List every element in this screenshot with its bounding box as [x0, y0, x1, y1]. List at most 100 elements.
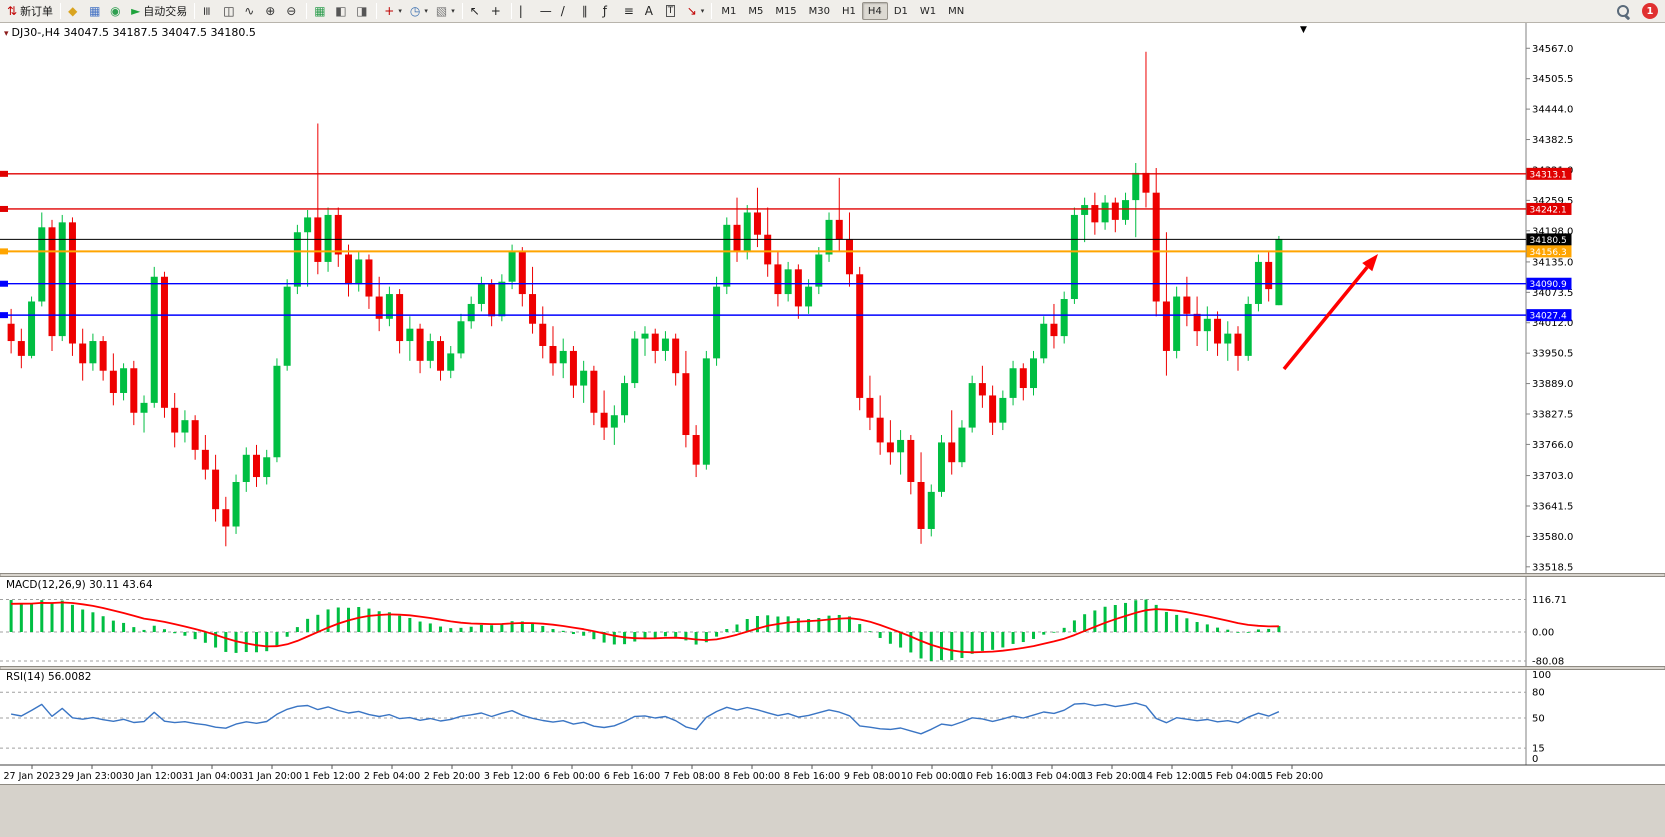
macd-histogram-bar — [1001, 632, 1005, 648]
vertical-line-button[interactable]: | — [515, 1, 536, 21]
chart-menu-icon[interactable]: ▼ — [1300, 25, 1307, 35]
macd-histogram-bar — [1216, 627, 1220, 632]
fibo-icon: ƒ — [602, 4, 607, 18]
candle-body — [1142, 172, 1150, 193]
crosshair-button[interactable]: + — [487, 1, 508, 21]
arrows-button[interactable]: ↘ ▾ — [683, 1, 709, 21]
new-chart-button[interactable]: + ▾ — [380, 1, 406, 21]
price-tag — [1526, 233, 1572, 246]
chevron-down-icon: ▾ — [451, 7, 455, 15]
toolbar-separator — [60, 3, 62, 19]
candle-body — [120, 368, 128, 393]
period-menu-button[interactable]: ◷ ▾ — [406, 1, 432, 21]
candle-body — [580, 370, 588, 386]
macd-histogram-bar — [111, 620, 115, 632]
vline-icon: | — [518, 4, 523, 18]
macd-histogram-bar — [428, 623, 432, 632]
candle-body — [651, 333, 659, 351]
metaeditor-button[interactable]: ◆ — [64, 1, 85, 21]
macd-histogram-bar — [1267, 628, 1271, 632]
arrange-vertical-button[interactable]: ◨ — [352, 1, 373, 21]
timeframe-h4-button[interactable]: H4 — [861, 2, 888, 20]
x-axis-label: 9 Feb 08:00 — [844, 771, 900, 782]
candle-body — [304, 217, 312, 233]
macd-histogram-bar — [684, 632, 688, 641]
cursor-icon: ↖ — [469, 4, 480, 18]
channel-button[interactable]: ∥ — [578, 1, 599, 21]
macd-histogram-bar — [244, 632, 248, 653]
chevron-down-icon: ▾ — [424, 7, 428, 15]
timeframe-m30-button[interactable]: M30 — [808, 5, 831, 17]
notifications-badge[interactable]: 1 — [1642, 3, 1658, 19]
ohlc-expand-icon[interactable]: ▾ — [4, 29, 9, 39]
macd-histogram-bar — [1144, 599, 1148, 632]
timeframe-h1-button[interactable]: H1 — [842, 5, 856, 17]
macd-histogram-bar — [30, 603, 34, 632]
timeframe-w1-button[interactable]: W1 — [919, 5, 937, 17]
candle-body — [150, 276, 158, 403]
candle-body — [109, 370, 117, 393]
zoom-out-icon: ⊖ — [286, 4, 297, 18]
chevron-down-icon: ▾ — [398, 7, 402, 15]
chart-canvas[interactable]: 34567.034505.534444.034382.534321.034259… — [0, 23, 1665, 784]
clock-icon: ◷ — [409, 4, 421, 18]
chart-macd-splitter[interactable] — [0, 573, 1665, 577]
macd-histogram-bar — [888, 632, 892, 644]
trendline-button[interactable]: / — [557, 1, 578, 21]
zoom-out-button[interactable]: ⊖ — [282, 1, 303, 21]
timeframe-m15-button[interactable]: M15 — [775, 5, 797, 17]
macd-histogram-bar — [1072, 620, 1076, 632]
y-axis-label: 34012.0 — [1532, 318, 1573, 329]
levels-button[interactable]: ≡ — [620, 1, 641, 21]
price-tag-label: 34090.9 — [1530, 280, 1567, 290]
candle-body — [1060, 299, 1068, 337]
macd-histogram-bar — [970, 632, 974, 654]
macd-histogram-bar — [367, 608, 371, 632]
candle-body — [1214, 318, 1222, 344]
x-axis-label: 31 Jan 04:00 — [182, 771, 242, 782]
x-axis-label: 6 Feb 16:00 — [604, 771, 660, 782]
macd-histogram-bar — [766, 615, 770, 632]
text-button[interactable]: A — [641, 1, 662, 21]
timeframe-mn-button[interactable]: MN — [948, 5, 965, 17]
macd-rsi-splitter[interactable] — [0, 666, 1665, 670]
tile-windows-button[interactable]: ▦ — [310, 1, 331, 21]
candle-body — [426, 341, 434, 361]
bar-chart-button[interactable]: ≡ — [198, 1, 219, 21]
terminal-button[interactable]: ▦ — [85, 1, 106, 21]
candle-body — [968, 383, 976, 428]
timeframe-m5-button[interactable]: M5 — [748, 5, 764, 17]
line-chart-button[interactable]: ∿ — [240, 1, 261, 21]
candle-chart-button[interactable]: ◫ — [219, 1, 240, 21]
search-button[interactable] — [1612, 1, 1634, 21]
timeframe-d1-button[interactable]: D1 — [893, 5, 908, 17]
candle-body — [590, 370, 598, 413]
trend-arrow[interactable] — [1282, 254, 1378, 371]
magnifier-icon — [1616, 4, 1630, 18]
macd-histogram-bar — [950, 632, 954, 661]
candle-body — [365, 259, 373, 297]
macd-histogram-bar — [193, 632, 197, 640]
template-icon: ▧ — [435, 4, 448, 18]
strategy-tester-button[interactable]: ◉ — [106, 1, 127, 21]
cursor-button[interactable]: ↖ — [466, 1, 487, 21]
autotrading-button[interactable]: ► 自动交易 — [127, 1, 191, 21]
template-menu-button[interactable]: ▧ ▾ — [432, 1, 459, 21]
x-axis-label: 10 Feb 00:00 — [901, 771, 963, 782]
new-order-button[interactable]: ⇅ 新订单 — [3, 1, 57, 21]
arrange-horizontal-button[interactable]: ◧ — [331, 1, 352, 21]
y-axis-label: 33827.5 — [1532, 409, 1573, 420]
price-levels[interactable]: 34313.1 34242.1 34180.5 34156.3 34090.9 34027… — [0, 167, 1572, 322]
fibonacci-button[interactable]: ƒ — [599, 1, 620, 21]
macd-histogram-bar — [929, 632, 933, 661]
label-button[interactable]: T — [662, 1, 683, 21]
macd-histogram-bar — [1032, 632, 1036, 639]
macd-histogram-bar — [203, 632, 207, 643]
horizontal-line-button[interactable]: — — [536, 1, 557, 21]
candle-body — [488, 284, 496, 317]
macd-histogram-bar — [919, 632, 923, 659]
zoom-in-button[interactable]: ⊕ — [261, 1, 282, 21]
macd-histogram-bar — [1195, 622, 1199, 632]
macd-histogram-bar — [510, 621, 514, 632]
timeframe-m1-button[interactable]: M1 — [721, 5, 737, 17]
